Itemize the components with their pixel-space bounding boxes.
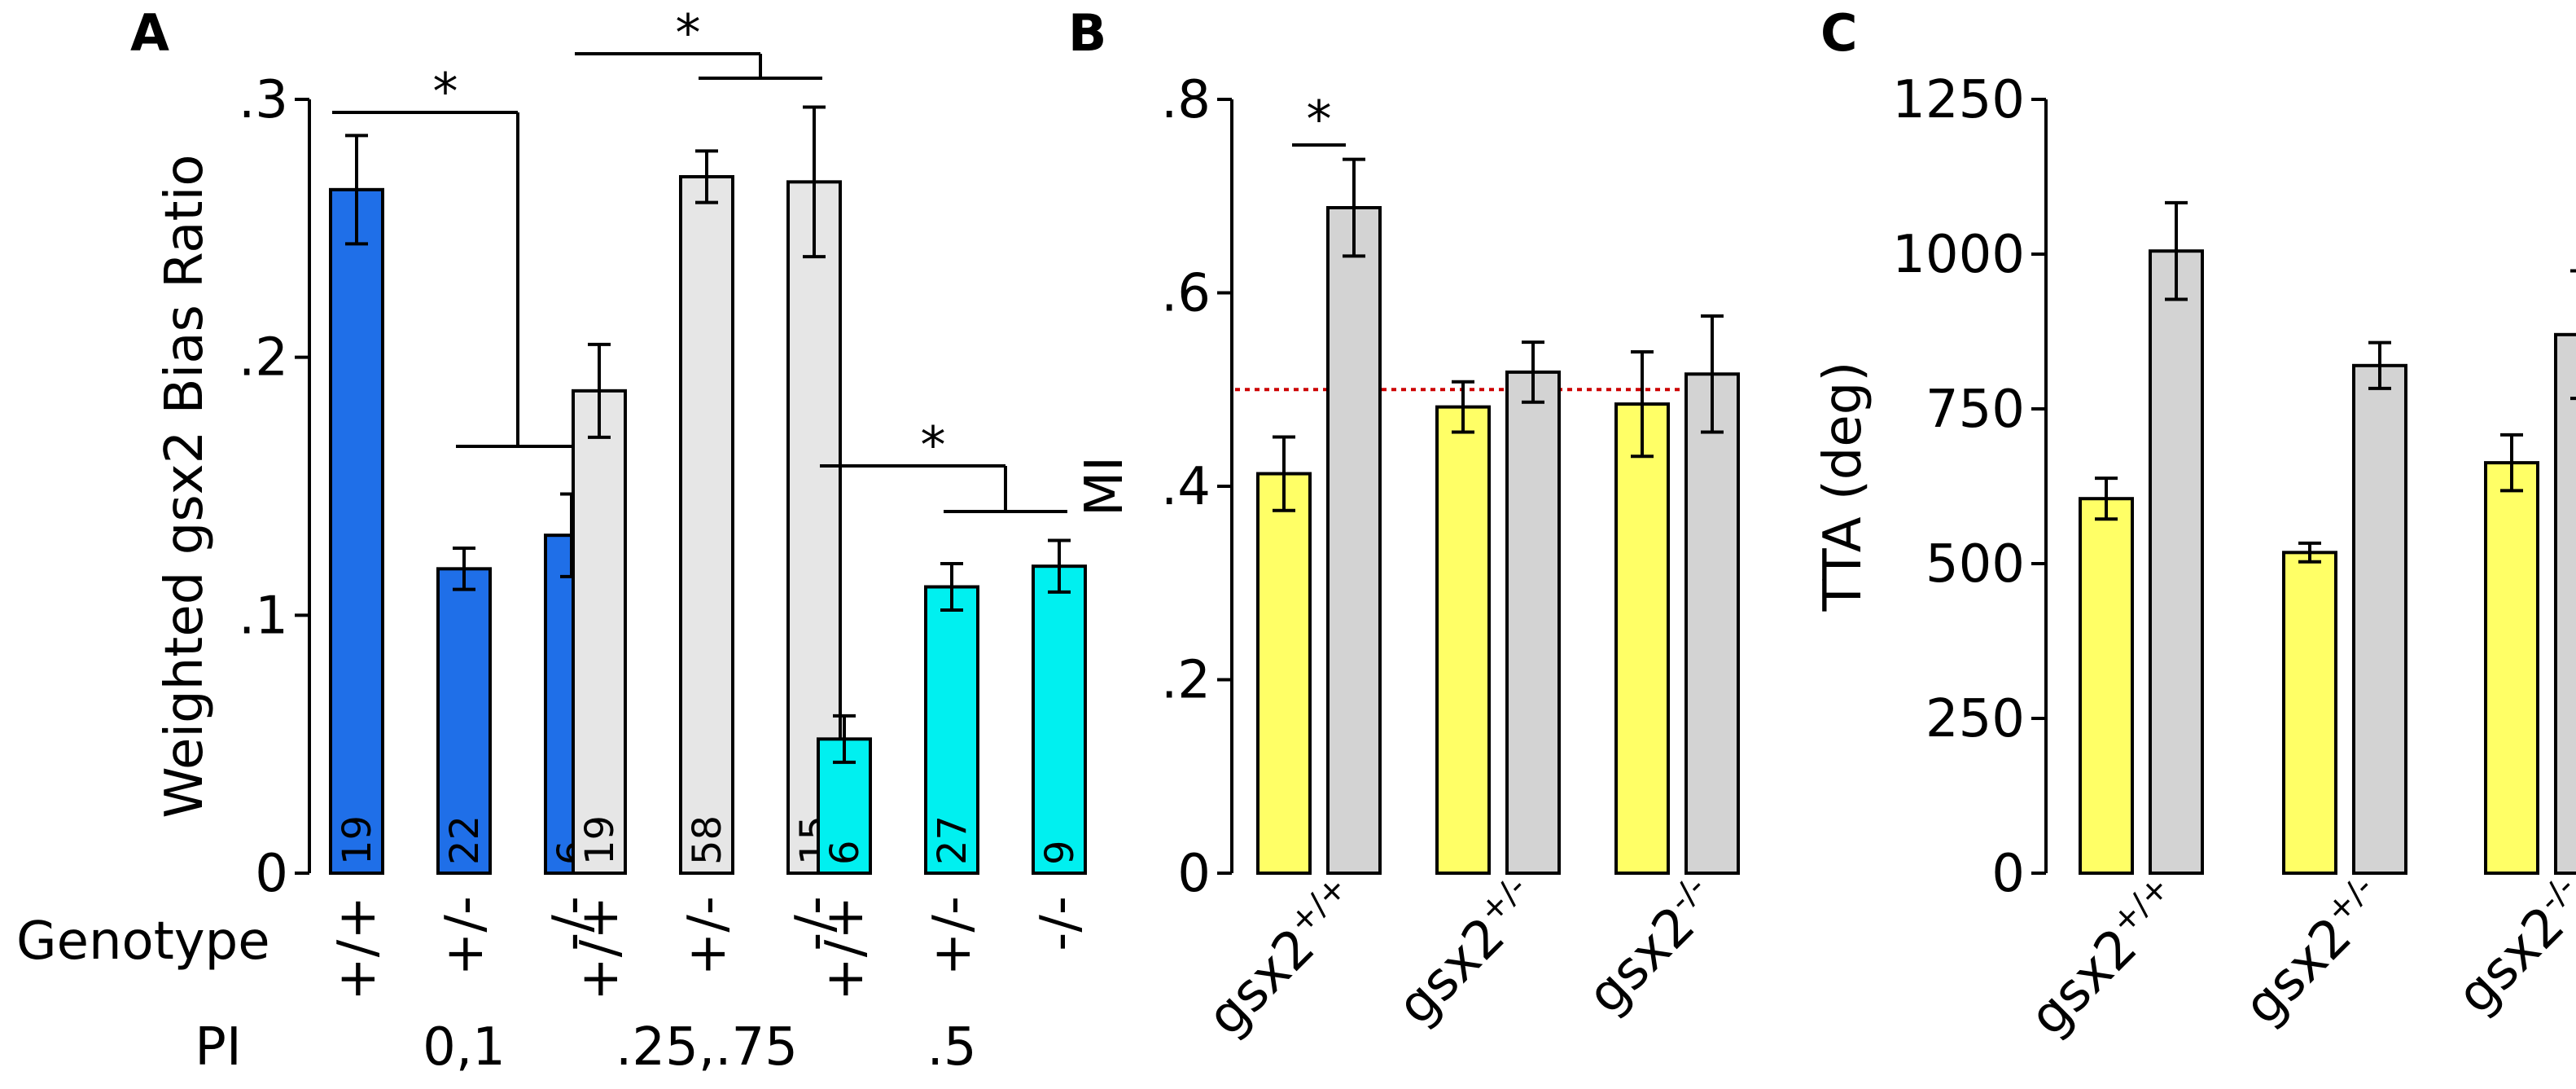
bar: [436, 567, 492, 875]
bar: [1256, 472, 1312, 875]
genotype-label: -/-: [1030, 896, 1090, 951]
pi-row-label: PI: [195, 1017, 241, 1078]
panel-label: A: [130, 3, 169, 63]
pi-label: .25,.75: [616, 1017, 798, 1078]
y-tick-label: 0: [1177, 844, 1211, 904]
genotype-label: +/+: [570, 896, 630, 1001]
bar: [679, 175, 734, 875]
pi-label: 0,1: [423, 1017, 506, 1078]
y-tick-label: .2: [239, 328, 288, 389]
sample-size-label: 27: [930, 815, 975, 865]
significance-star: *: [433, 62, 458, 121]
bar: [786, 180, 842, 876]
y-tick-label: .8: [1161, 70, 1211, 130]
bar: [1326, 206, 1382, 875]
bar: [924, 585, 979, 875]
sample-size-label: 19: [335, 815, 380, 865]
pi-label: .5: [927, 1017, 976, 1078]
bar: [2352, 363, 2407, 875]
y-tick-label: .1: [239, 586, 288, 646]
category-label: gsx2-/-: [2443, 868, 2576, 1025]
y-tick-label: 1250: [1892, 70, 2025, 130]
bar: [1505, 370, 1561, 875]
y-tick-label: .3: [239, 70, 288, 130]
genotype-label: +/+: [327, 896, 388, 1001]
bar: [817, 737, 872, 875]
genotype-label: +/-: [435, 896, 495, 976]
sample-size-label: 19: [577, 815, 623, 865]
y-tick-label: 0: [1991, 844, 2025, 904]
category-label: gsx2-/-: [1574, 868, 1731, 1025]
category-label: gsx2+/+: [1194, 868, 1373, 1047]
y-tick-label: 250: [1925, 689, 2025, 749]
genotype-label: -/-: [785, 896, 845, 951]
bar: [1614, 402, 1670, 875]
genotype-label: +/-: [677, 896, 738, 976]
bar: [1684, 372, 1740, 875]
sample-size-label: 22: [442, 815, 488, 865]
significance-star: *: [676, 3, 701, 63]
bar: [2149, 249, 2204, 875]
y-tick-label: .2: [1161, 651, 1211, 711]
sample-size-label: 6: [822, 840, 868, 865]
category-label: gsx2+/-: [1384, 868, 1552, 1036]
genotype-label: +/-: [922, 896, 983, 976]
bar: [572, 389, 627, 876]
genotype-row-label: Genotype: [16, 911, 270, 972]
genotype-label: -/-: [542, 896, 602, 951]
bar: [329, 187, 384, 876]
y-tick-label: 750: [1925, 380, 2025, 440]
bar: [2079, 497, 2134, 875]
bar: [2484, 461, 2539, 875]
y-tick-label: .4: [1161, 457, 1211, 517]
panel-label: B: [1068, 3, 1106, 63]
significance-star: *: [921, 415, 946, 475]
y-tick-label: 500: [1925, 534, 2025, 595]
panel-label: C: [1820, 3, 1858, 63]
panel-b: B 0 .2 .4 .6 .8 MI gsx2+/+gsx2+/- gsx2-/- *: [1068, 3, 1740, 1047]
bar: [2554, 332, 2576, 875]
y-tick-label: 1000: [1892, 225, 2025, 285]
sample-size-label: 9: [1037, 840, 1083, 865]
panel-c: C 0 250 500 750 1000 1250 TTA (deg) gsx2+/+gsx2+…: [1813, 3, 2576, 1047]
y-axis-label: Weighted gsx2 Bias Ratio: [155, 154, 215, 818]
y-axis-label: TTA (deg): [1813, 362, 1873, 613]
bar: [2282, 551, 2337, 875]
significance-star: *: [1307, 90, 1332, 149]
panel-a: A 0 .1 .2 .3 Weighted gsx2 Bias Ratio Genotype…: [16, 3, 1090, 1078]
category-label: gsx2+/+: [2016, 868, 2195, 1047]
y-axis-label: MI: [1075, 456, 1135, 516]
bar: [1435, 405, 1491, 875]
category-label: gsx2+/-: [2231, 868, 2399, 1036]
bar: [1032, 564, 1087, 876]
sample-size-label: 58: [685, 815, 730, 865]
y-tick-label: 0: [255, 844, 288, 904]
genotype-label: +/+: [815, 896, 875, 1001]
y-tick-label: .6: [1161, 264, 1211, 324]
